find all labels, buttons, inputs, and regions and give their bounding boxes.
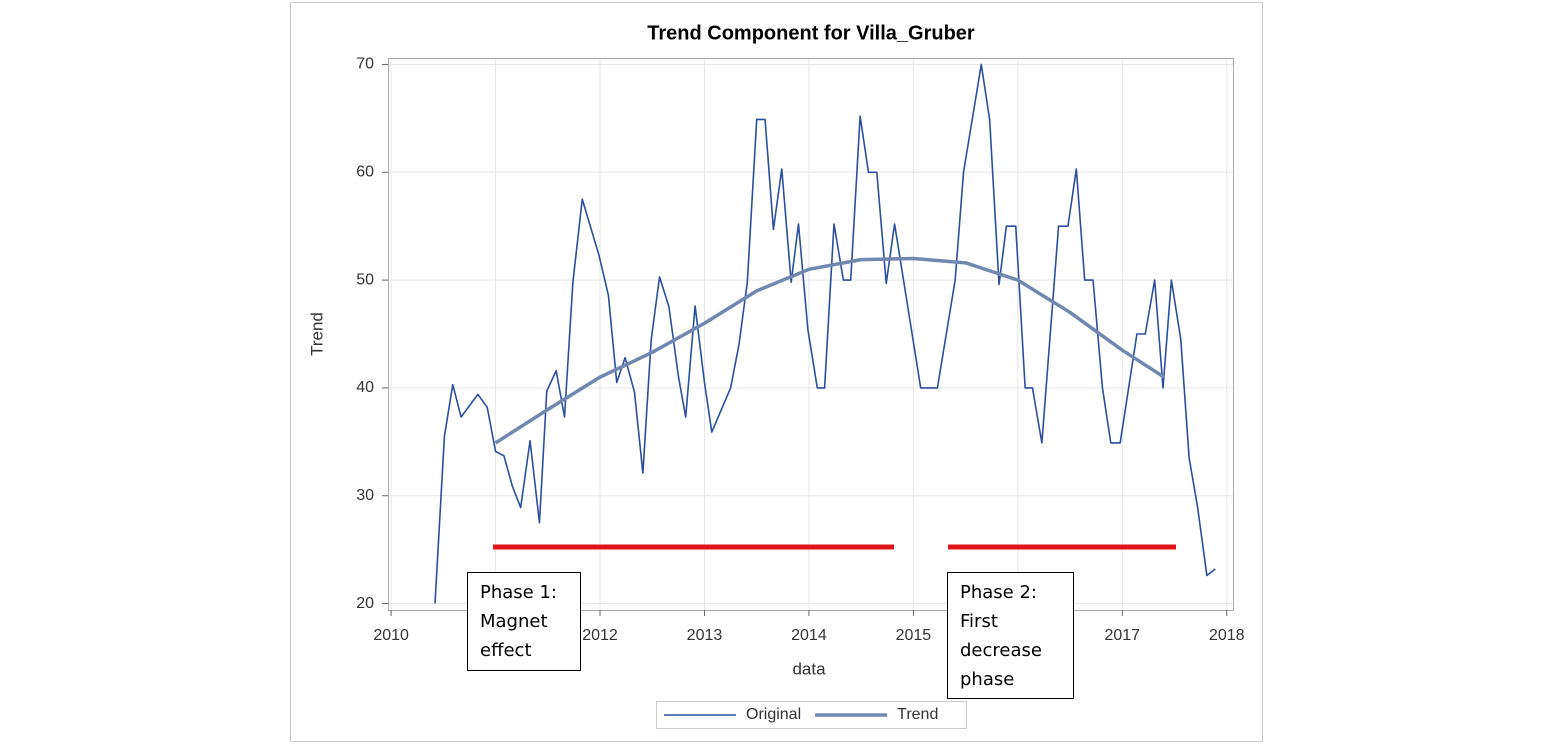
y-tick-label: 50 [356,271,374,288]
series-line [434,63,1216,604]
y-tick-label: 20 [356,595,374,612]
annotation-text: phase [960,669,1014,690]
legend-label: Original [746,706,801,723]
plot-frame [388,58,1234,611]
y-tick-label: 70 [356,56,374,73]
annotation-text: Phase 1: [480,582,557,603]
annotation-text: effect [480,640,532,661]
annotation-text: Magnet [480,611,548,632]
annotation-text: decrease [960,640,1042,661]
x-tick-label: 2017 [1104,627,1140,644]
annotation-text: Phase 2: [960,582,1037,603]
annotation-text: First [960,611,998,632]
lines [434,63,1216,604]
series-line [494,256,1166,445]
y-tick-label: 40 [356,379,374,396]
legend-items: Original Trend [664,706,938,723]
x-tick-label: 2018 [1209,627,1245,644]
x-tick-label: 2014 [791,627,827,644]
annotations: Phase 1: Magnet effect Phase 2: First decreas… [467,572,1074,699]
y-axis-label: Trend [307,312,326,356]
legend-label: Trend [897,706,938,723]
chart-title: Trend Component for Villa_Gruber [647,22,975,44]
x-tick-label: 2013 [687,627,723,644]
x-tick-label: 2015 [896,627,932,644]
y-tick-label: 60 [356,164,374,181]
y-tick-label: 30 [356,487,374,504]
x-tick-label: 2010 [373,627,409,644]
annotation-box [467,572,581,671]
annotation-box [947,572,1074,699]
x-axis-label: data [792,659,826,678]
x-tick-label: 2012 [582,627,618,644]
